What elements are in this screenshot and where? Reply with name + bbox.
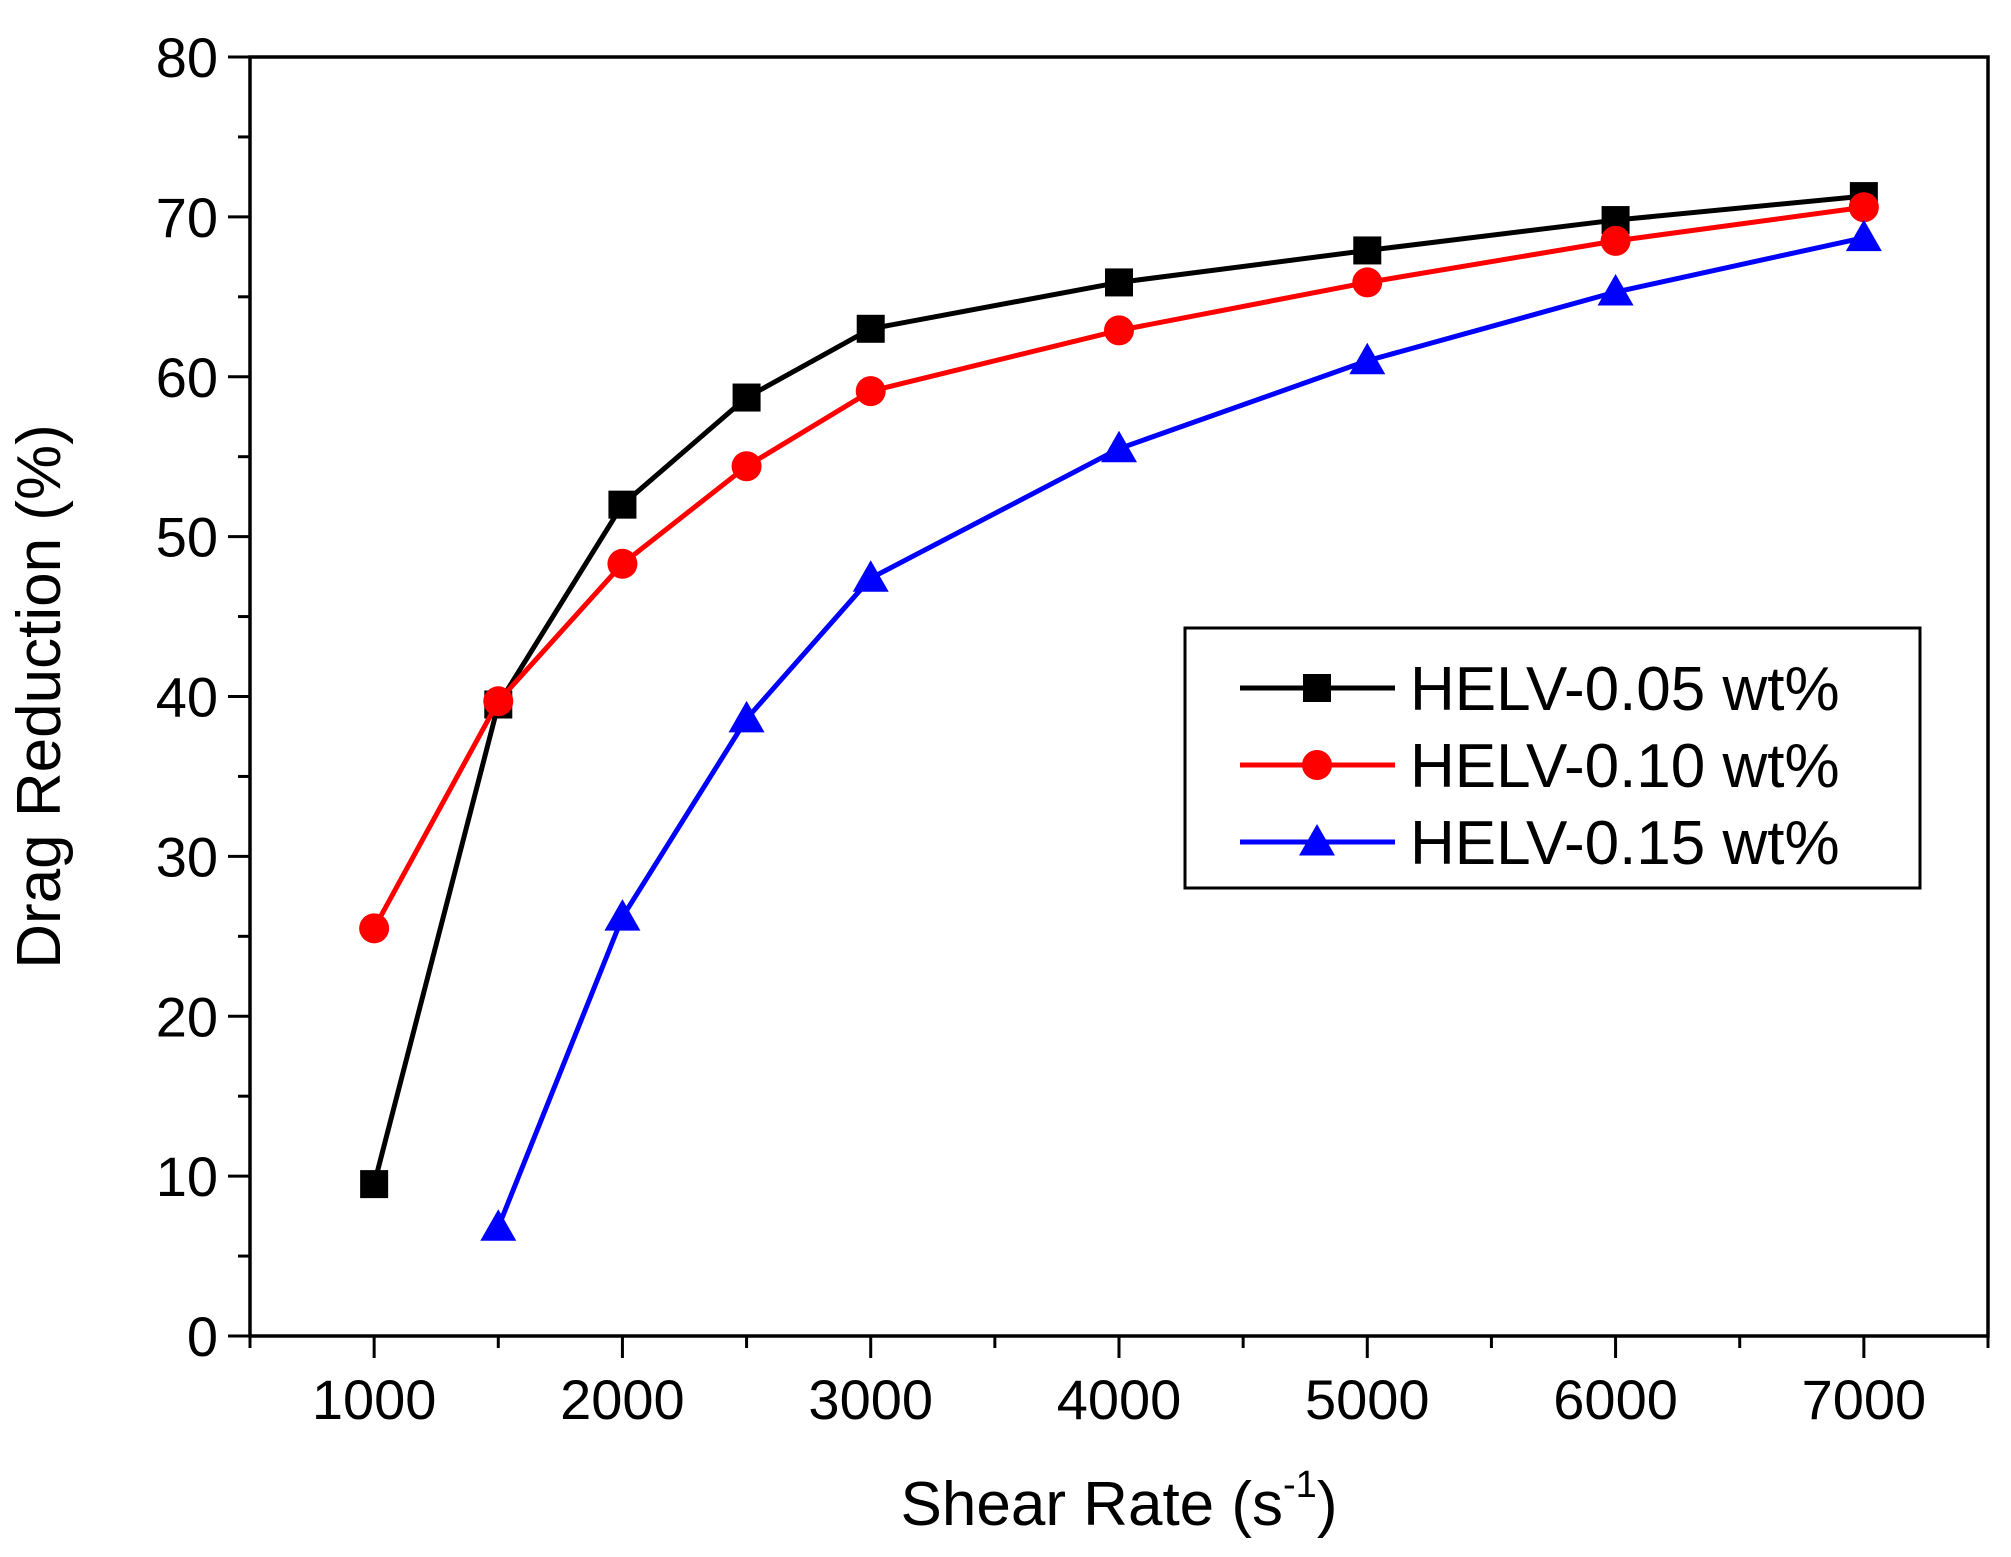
- legend-item-2: HELV-0.10 wt%: [1240, 732, 1840, 801]
- data-point-3-3000: [852, 560, 889, 592]
- data-point-3-7000: [1845, 219, 1882, 252]
- data-point-3-2500: [728, 700, 765, 733]
- data-point-1-4000: [1105, 268, 1133, 297]
- x-axis-title: Shear Rate (s-1): [901, 1464, 1338, 1539]
- legend: HELV-0.05 wt% HELV-0.10 wt% HELV-0.15 wt%: [1183, 626, 1922, 890]
- y-tick-label-0: 0: [187, 1305, 218, 1368]
- data-point-2-2500: [731, 451, 762, 482]
- y-tick-label-20: 20: [156, 985, 218, 1048]
- axis-ticks: [228, 55, 1990, 1358]
- legend-item-3: HELV-0.15 wt%: [1240, 809, 1840, 878]
- data-point-2-5000: [1352, 267, 1383, 298]
- tick-labels: 1000 2000 3000 4000 5000 6000 7000 0 10 20 30 40 50 6…: [156, 26, 1926, 1431]
- data-point-1-3000: [856, 314, 885, 343]
- data-point-2-6000: [1600, 225, 1631, 256]
- data-point-2-2000: [607, 548, 638, 579]
- legend-swatch-marker: [1303, 674, 1331, 702]
- y-tick-label-70: 70: [156, 186, 218, 249]
- y-tick-label-30: 30: [156, 825, 218, 888]
- y-tick-label-10: 10: [156, 1145, 218, 1208]
- y-tick-label-80: 80: [156, 26, 218, 89]
- data-point-2-7000: [1848, 192, 1879, 223]
- x-tick-label-3000: 3000: [808, 1368, 933, 1431]
- y-tick-label-60: 60: [156, 346, 218, 409]
- series-3: [480, 219, 1882, 1241]
- x-tick-label-5000: 5000: [1305, 1368, 1430, 1431]
- data-point-1-1000: [360, 1170, 389, 1199]
- legend-items: HELV-0.05 wt% HELV-0.10 wt% HELV-0.15 wt%: [1240, 655, 1840, 878]
- series-layer: [359, 182, 1882, 1241]
- plot-frame: [248, 55, 1990, 1338]
- data-point-3-1500: [480, 1209, 517, 1241]
- data-point-3-4000: [1101, 430, 1137, 463]
- y-tick-label-40: 40: [156, 666, 218, 729]
- x-tick-label-1000: 1000: [312, 1368, 437, 1431]
- series-line-3: [495, 235, 1865, 1229]
- data-point-3-6000: [1597, 274, 1634, 306]
- data-point-2-3000: [855, 376, 886, 407]
- x-axis-title-superscript: -1: [1283, 1464, 1317, 1506]
- x-tick-label-4000: 4000: [1057, 1368, 1182, 1431]
- legend-label-3: HELV-0.15 wt%: [1410, 809, 1840, 878]
- data-point-3-2000: [604, 899, 641, 931]
- x-tick-label-6000: 6000: [1553, 1368, 1678, 1431]
- legend-label-2: HELV-0.10 wt%: [1410, 732, 1840, 801]
- series-2: [359, 192, 1879, 944]
- data-point-2-4000: [1104, 315, 1134, 346]
- legend-swatch-marker: [1299, 824, 1335, 856]
- x-tick-label-2000: 2000: [560, 1368, 685, 1431]
- legend-item-1: HELV-0.05 wt%: [1240, 655, 1840, 724]
- data-point-1-2000: [608, 490, 637, 519]
- x-axis-title-main: Shear Rate (s: [901, 1470, 1284, 1539]
- x-tick-label-7000: 7000: [1802, 1368, 1927, 1431]
- x-axis-title-end: ): [1317, 1470, 1338, 1539]
- data-point-1-2500: [732, 383, 761, 412]
- legend-label-1: HELV-0.05 wt%: [1410, 655, 1840, 724]
- y-tick-label-50: 50: [156, 506, 218, 569]
- data-point-2-1000: [359, 913, 390, 944]
- data-point-3-5000: [1349, 342, 1386, 375]
- data-point-1-5000: [1353, 236, 1382, 265]
- y-axis-title: Drag Reduction (%): [5, 424, 74, 968]
- legend-swatch-marker: [1302, 750, 1332, 780]
- data-point-2-1500: [483, 686, 514, 717]
